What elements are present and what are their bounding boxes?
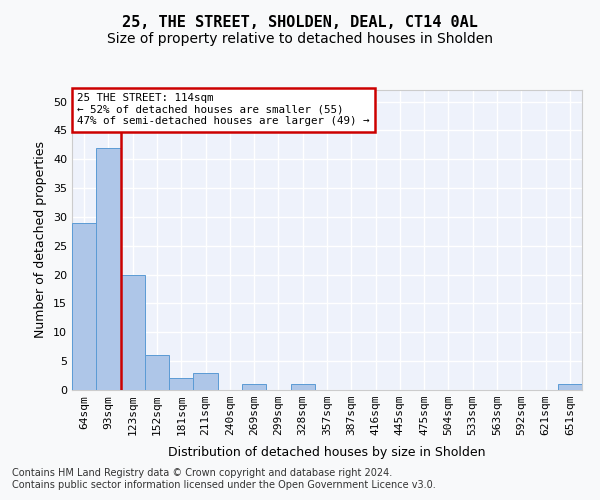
Text: 25 THE STREET: 114sqm
← 52% of detached houses are smaller (55)
47% of semi-deta: 25 THE STREET: 114sqm ← 52% of detached … bbox=[77, 93, 370, 126]
Bar bbox=[96, 148, 121, 390]
Bar bbox=[558, 384, 582, 390]
Text: Contains HM Land Registry data © Crown copyright and database right 2024.: Contains HM Land Registry data © Crown c… bbox=[12, 468, 392, 477]
Bar bbox=[121, 274, 145, 390]
Bar bbox=[193, 372, 218, 390]
Text: 25, THE STREET, SHOLDEN, DEAL, CT14 0AL: 25, THE STREET, SHOLDEN, DEAL, CT14 0AL bbox=[122, 15, 478, 30]
Bar bbox=[72, 222, 96, 390]
Text: Size of property relative to detached houses in Sholden: Size of property relative to detached ho… bbox=[107, 32, 493, 46]
Y-axis label: Number of detached properties: Number of detached properties bbox=[34, 142, 47, 338]
Bar bbox=[145, 356, 169, 390]
Bar bbox=[242, 384, 266, 390]
Text: Contains public sector information licensed under the Open Government Licence v3: Contains public sector information licen… bbox=[12, 480, 436, 490]
X-axis label: Distribution of detached houses by size in Sholden: Distribution of detached houses by size … bbox=[168, 446, 486, 460]
Bar bbox=[169, 378, 193, 390]
Bar bbox=[290, 384, 315, 390]
